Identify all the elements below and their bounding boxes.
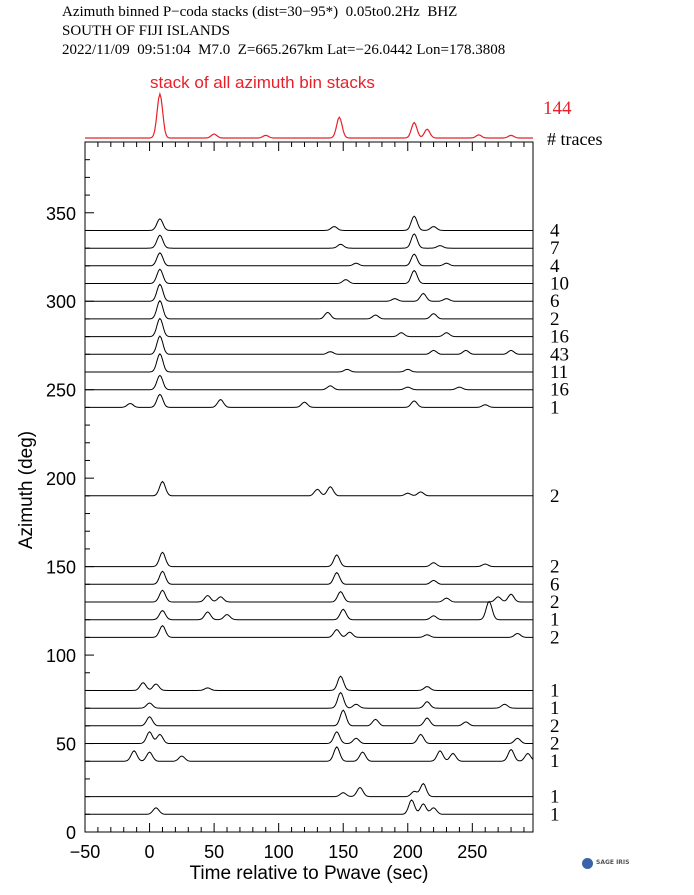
- trace-count-label: 11: [550, 362, 568, 383]
- azimuth-trace-110: [85, 625, 533, 638]
- x-tick-label: 100: [264, 842, 294, 862]
- header-line-3: 2022/11/09 09:51:04 M7.0 Z=665.267km Lat…: [62, 42, 506, 58]
- azimuth-trace-280: [85, 317, 533, 338]
- azimuth-trace-70: [85, 691, 533, 709]
- y-tick-label: 150: [46, 558, 76, 578]
- azimuth-trace-320: [85, 252, 533, 267]
- y-tick-label: 50: [56, 735, 76, 755]
- y-tick-label: 200: [46, 469, 76, 489]
- x-tick-label: 0: [145, 842, 155, 862]
- header-line-2: SOUTH OF FIJI ISLANDS: [62, 23, 230, 39]
- azimuth-trace-310: [85, 268, 533, 284]
- plot-frame: [84, 141, 534, 833]
- y-tick-label: 100: [46, 646, 76, 666]
- azimuth-trace-250: [85, 374, 533, 391]
- x-tick-label: 150: [328, 842, 358, 862]
- azimuth-trace-340: [85, 215, 533, 231]
- trace-count-label: 4: [550, 220, 560, 241]
- trace-group: [85, 215, 534, 815]
- azimuth-trace-240: [85, 393, 533, 408]
- azimuth-trace-190: [85, 480, 533, 497]
- y-tick-label: 250: [46, 381, 76, 401]
- stack-series-line: [85, 91, 533, 139]
- trace-count-label: 2: [550, 716, 560, 737]
- azimuth-trace-300: [85, 283, 533, 302]
- trace-count-label: 2: [550, 557, 560, 578]
- azimuth-trace-50: [85, 731, 533, 745]
- azimuth-trace-10: [85, 799, 533, 815]
- azimuth-trace-60: [85, 709, 533, 727]
- azimuth-trace-270: [85, 335, 533, 355]
- y-axis-label: Azimuth (deg): [16, 431, 37, 549]
- y-tick-label: 0: [66, 823, 76, 843]
- trace-count-label: 1: [550, 680, 560, 701]
- y-tick-label: 300: [46, 292, 76, 312]
- trace-count-label: 16: [550, 380, 569, 401]
- sage-logo-text: SAGE IRIS: [596, 859, 630, 866]
- trace-count-label: 1: [550, 610, 560, 631]
- trace-count-label: 1: [550, 804, 560, 825]
- azimuth-trace-120: [85, 600, 533, 621]
- x-tick-label: −50: [70, 842, 101, 862]
- azimuth-trace-40: [85, 746, 534, 762]
- x-tick-label: 250: [457, 842, 487, 862]
- azimuth-trace-290: [85, 299, 533, 320]
- azimuth-trace-330: [85, 233, 533, 249]
- trace-count-label: 6: [550, 291, 560, 312]
- trace-count-label: 43: [550, 344, 569, 365]
- trace-count-label: 2: [550, 486, 560, 507]
- header-line-1: Azimuth binned P−coda stacks (dist=30−95…: [62, 4, 458, 20]
- trace-count-label: 16: [550, 327, 569, 348]
- trace-count-label: 7: [550, 238, 560, 259]
- azimuth-trace-130: [85, 589, 533, 603]
- trace-count-label: 6: [550, 574, 560, 595]
- azimuth-trace-20: [85, 782, 533, 798]
- total-traces-count: 144: [543, 98, 572, 119]
- trace-count-label: 2: [550, 734, 560, 755]
- trace-count-label: 1: [550, 787, 560, 808]
- sage-globe-icon: [582, 858, 593, 869]
- trace-count-label: 1: [550, 751, 560, 772]
- trace-count-label: 2: [550, 627, 560, 648]
- trace-count-label: 2: [550, 592, 560, 613]
- trace-count-label: 1: [550, 397, 560, 418]
- x-axis-label: Time relative to Pwave (sec): [190, 863, 429, 884]
- azimuth-trace-150: [85, 551, 533, 568]
- sage-logo: SAGE IRIS: [582, 856, 630, 872]
- azimuth-trace-140: [85, 570, 533, 585]
- trace-count-label: 10: [550, 274, 569, 295]
- x-tick-label: 200: [393, 842, 423, 862]
- x-tick-label: 50: [204, 842, 224, 862]
- trace-count-label: 1: [550, 698, 560, 719]
- trace-count-label: 4: [550, 256, 560, 277]
- azimuth-trace-80: [85, 675, 533, 691]
- traces-label: # traces: [547, 129, 602, 149]
- y-tick-label: 350: [46, 204, 76, 224]
- azimuth-trace-260: [85, 352, 533, 373]
- trace-count-label: 2: [550, 309, 560, 330]
- stack-title: stack of all azimuth bin stacks: [150, 73, 375, 92]
